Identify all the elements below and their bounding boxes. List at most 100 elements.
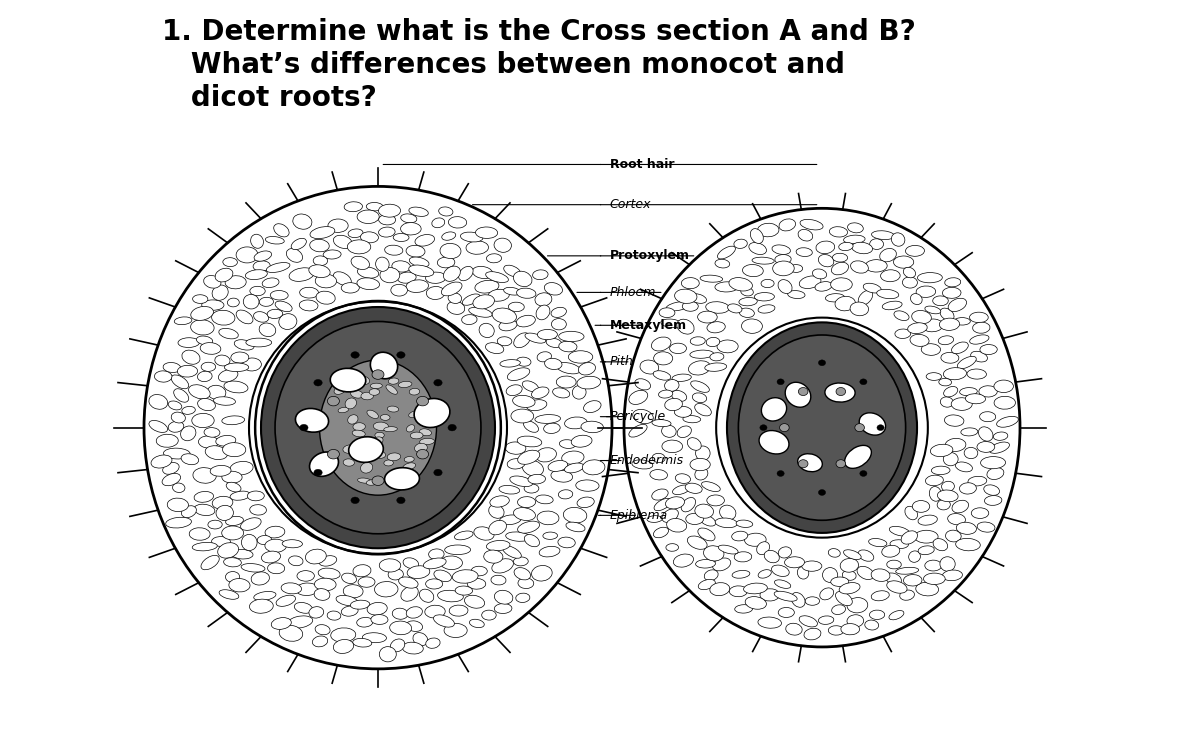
Ellipse shape (629, 390, 648, 404)
Ellipse shape (330, 368, 366, 392)
Ellipse shape (226, 516, 244, 526)
Ellipse shape (341, 283, 359, 293)
Ellipse shape (892, 232, 905, 246)
Ellipse shape (640, 360, 659, 374)
Ellipse shape (328, 450, 340, 459)
Ellipse shape (268, 309, 283, 319)
Ellipse shape (839, 583, 860, 594)
Ellipse shape (240, 518, 262, 531)
Ellipse shape (149, 395, 168, 409)
Ellipse shape (287, 616, 313, 628)
Ellipse shape (576, 480, 599, 491)
Ellipse shape (562, 451, 584, 464)
Ellipse shape (310, 452, 338, 477)
Ellipse shape (710, 352, 724, 361)
Text: Endodermis: Endodermis (610, 454, 684, 467)
Ellipse shape (739, 298, 757, 306)
Ellipse shape (852, 242, 872, 254)
Ellipse shape (582, 460, 605, 475)
Ellipse shape (259, 323, 276, 336)
Ellipse shape (662, 509, 678, 523)
Ellipse shape (677, 319, 694, 334)
Ellipse shape (406, 246, 425, 257)
Ellipse shape (887, 581, 907, 594)
Ellipse shape (522, 461, 544, 476)
Ellipse shape (727, 304, 742, 313)
Ellipse shape (313, 256, 328, 265)
Ellipse shape (938, 379, 952, 386)
Ellipse shape (905, 507, 918, 520)
Ellipse shape (902, 277, 918, 288)
Ellipse shape (750, 229, 763, 243)
Ellipse shape (358, 210, 379, 224)
Ellipse shape (202, 300, 224, 310)
Text: 1. Determine what is the Cross section A and B?: 1. Determine what is the Cross section A… (162, 18, 916, 46)
Ellipse shape (505, 442, 526, 454)
Ellipse shape (222, 526, 244, 540)
Ellipse shape (250, 599, 274, 613)
Ellipse shape (952, 500, 968, 513)
Ellipse shape (571, 435, 592, 447)
Ellipse shape (696, 446, 710, 461)
Ellipse shape (250, 287, 265, 296)
Ellipse shape (653, 527, 668, 538)
Ellipse shape (968, 477, 986, 486)
Ellipse shape (698, 580, 715, 590)
Ellipse shape (700, 275, 722, 282)
Ellipse shape (665, 379, 679, 391)
Ellipse shape (343, 459, 354, 466)
Ellipse shape (535, 293, 552, 306)
Ellipse shape (925, 306, 941, 314)
Ellipse shape (946, 439, 966, 452)
Ellipse shape (730, 586, 748, 596)
Ellipse shape (472, 567, 487, 576)
Ellipse shape (373, 422, 389, 431)
Ellipse shape (844, 235, 865, 243)
Ellipse shape (192, 542, 217, 551)
Ellipse shape (371, 615, 388, 624)
Ellipse shape (676, 474, 690, 483)
Ellipse shape (227, 298, 239, 307)
Ellipse shape (281, 583, 301, 594)
Ellipse shape (370, 389, 379, 395)
Ellipse shape (292, 238, 306, 250)
Ellipse shape (215, 355, 230, 366)
Ellipse shape (358, 577, 376, 587)
Ellipse shape (624, 208, 1020, 647)
Ellipse shape (698, 528, 715, 541)
Ellipse shape (397, 352, 406, 358)
Ellipse shape (230, 491, 251, 500)
Ellipse shape (956, 522, 977, 534)
Ellipse shape (752, 257, 774, 264)
Ellipse shape (486, 343, 504, 354)
Ellipse shape (500, 360, 521, 367)
Ellipse shape (295, 583, 318, 596)
Ellipse shape (204, 428, 220, 437)
Ellipse shape (265, 539, 287, 552)
Ellipse shape (761, 279, 774, 287)
Ellipse shape (964, 447, 978, 458)
Ellipse shape (379, 215, 396, 225)
Ellipse shape (815, 281, 833, 291)
Ellipse shape (319, 360, 437, 495)
Ellipse shape (908, 551, 920, 562)
Ellipse shape (163, 463, 179, 474)
Ellipse shape (858, 290, 872, 305)
Ellipse shape (524, 333, 546, 343)
Ellipse shape (773, 261, 794, 276)
Ellipse shape (316, 274, 336, 288)
Ellipse shape (932, 296, 948, 306)
Ellipse shape (372, 437, 383, 444)
Ellipse shape (558, 490, 572, 499)
Ellipse shape (202, 363, 216, 371)
Ellipse shape (918, 515, 937, 525)
Ellipse shape (379, 558, 401, 572)
Ellipse shape (517, 496, 535, 507)
Ellipse shape (440, 556, 462, 569)
Ellipse shape (906, 246, 924, 257)
Ellipse shape (467, 578, 486, 589)
Ellipse shape (715, 282, 738, 292)
Ellipse shape (859, 413, 886, 435)
Ellipse shape (719, 545, 738, 554)
Ellipse shape (464, 595, 485, 608)
